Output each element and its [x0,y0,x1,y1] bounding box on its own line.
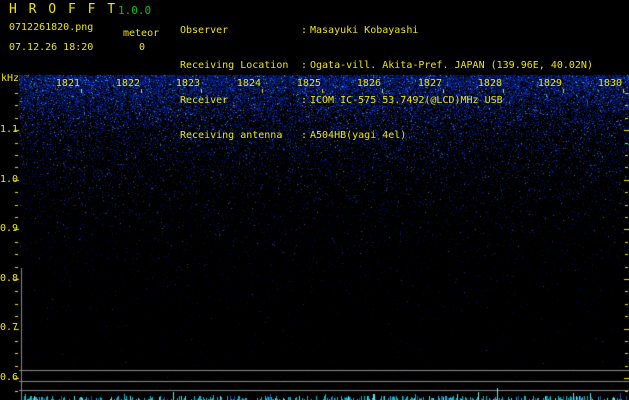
info-separator: : [301,25,308,36]
y-axis-unit-label: kHz [1,73,20,84]
y-axis-tick-label: 1.0 [0,174,19,185]
station-info-row-location: Receiving Location : Ogata-vill. Akita-P… [180,59,593,72]
app-version: 1.0.0 [118,4,152,17]
app-title: H R O F F T [9,2,118,17]
info-separator: : [301,130,308,141]
info-label: Receiver [180,95,229,106]
info-value: ICOM IC-575 53.7492(@LCD)MHz USB [310,95,503,106]
x-axis-tick-label: 1822 [115,78,140,89]
y-axis-tick-label: 0.6 [0,372,19,383]
y-axis-tick-label: 0.8 [0,273,19,284]
x-axis-tick-label: 1827 [417,78,442,89]
meteor-counter-value: 0 [139,42,146,53]
station-info: Observer : Masayuki Kobayashi Receiving … [180,2,593,164]
x-axis-tick-label: 1826 [356,78,381,89]
x-axis-tick-label: 1821 [55,78,80,89]
observation-datetime: 07.12.26 18:20 [9,42,94,53]
info-label: Receiving antenna [180,130,283,141]
output-filename: 0712261820.png [9,22,94,33]
y-axis-tick-label: 0.9 [0,223,19,234]
meteor-counter-label: meteor [123,28,160,39]
info-separator: : [301,60,308,71]
y-axis-tick-label: 0.7 [0,322,19,333]
station-info-row-observer: Observer : Masayuki Kobayashi [180,24,593,37]
x-axis-tick-label: 1829 [537,78,562,89]
x-axis-tick-label: 1825 [296,78,321,89]
info-separator: : [301,95,308,106]
station-info-row-receiver: Receiver : ICOM IC-575 53.7492(@LCD)MHz … [180,94,593,107]
info-label: Receiving Location [180,60,289,71]
x-axis-tick-label: 1830 [597,78,622,89]
info-value: A504HB(yagi 4el) [310,130,407,141]
info-label: Observer [180,25,229,36]
y-axis-tick-label: 1.1 [0,124,19,135]
info-value: Ogata-vill. Akita-Pref. JAPAN (139.96E, … [310,60,593,71]
info-value: Masayuki Kobayashi [310,25,419,36]
x-axis-tick-label: 1823 [175,78,200,89]
x-axis-tick-label: 1828 [477,78,502,89]
station-info-row-antenna: Receiving antenna : A504HB(yagi 4el) [180,129,593,142]
x-axis-tick-label: 1824 [236,78,261,89]
